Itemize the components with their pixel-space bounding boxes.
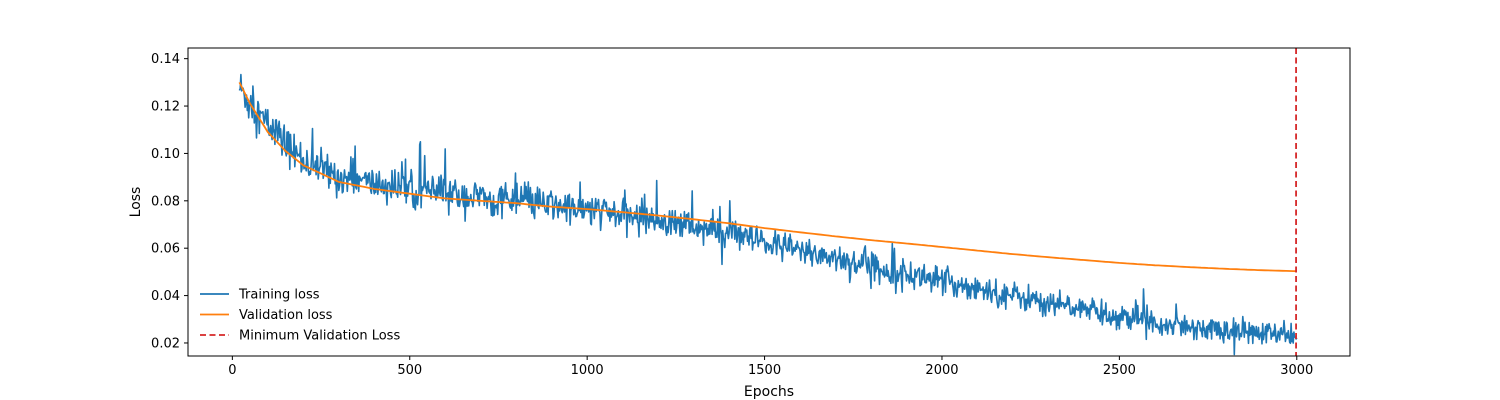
x-tick-label: 0 [228,363,236,378]
x-tick-label: 1500 [748,363,781,378]
plot-frame [187,47,1351,357]
x-tick-label: 2000 [925,363,958,378]
x-tick-label: 2500 [1103,363,1136,378]
x-tick-label: 3000 [1280,363,1313,378]
y-tick-label: 0.04 [151,289,180,304]
series-layer [238,73,1298,356]
legend-label-min-validation-loss: Minimum Validation Loss [239,329,400,344]
y-axis: 0.02 0.04 0.06 0.08 0.10 0.12 0.14 [151,52,188,351]
x-tick-label: 1000 [571,363,604,378]
legend-label-validation-loss: Validation loss [239,308,333,323]
series-line-training-loss [238,73,1298,356]
y-tick-label: 0.14 [151,52,180,67]
series-line-validation-loss [238,81,1297,273]
y-tick-label: 0.02 [151,336,180,351]
x-tick-label: 500 [397,363,422,378]
x-axis-label: Epochs [744,384,794,400]
y-tick-label: 0.06 [151,242,180,257]
y-tick-label: 0.08 [151,194,180,209]
y-tick-label: 0.12 [151,100,180,115]
y-axis-label: Loss [128,187,144,218]
legend-label-training-loss: Training loss [238,288,320,303]
x-axis: 0 500 1000 1500 2000 2500 3000 [228,356,1313,378]
legend: Training loss Validation loss Minimum Vali… [200,288,400,344]
y-tick-label: 0.10 [151,147,180,162]
